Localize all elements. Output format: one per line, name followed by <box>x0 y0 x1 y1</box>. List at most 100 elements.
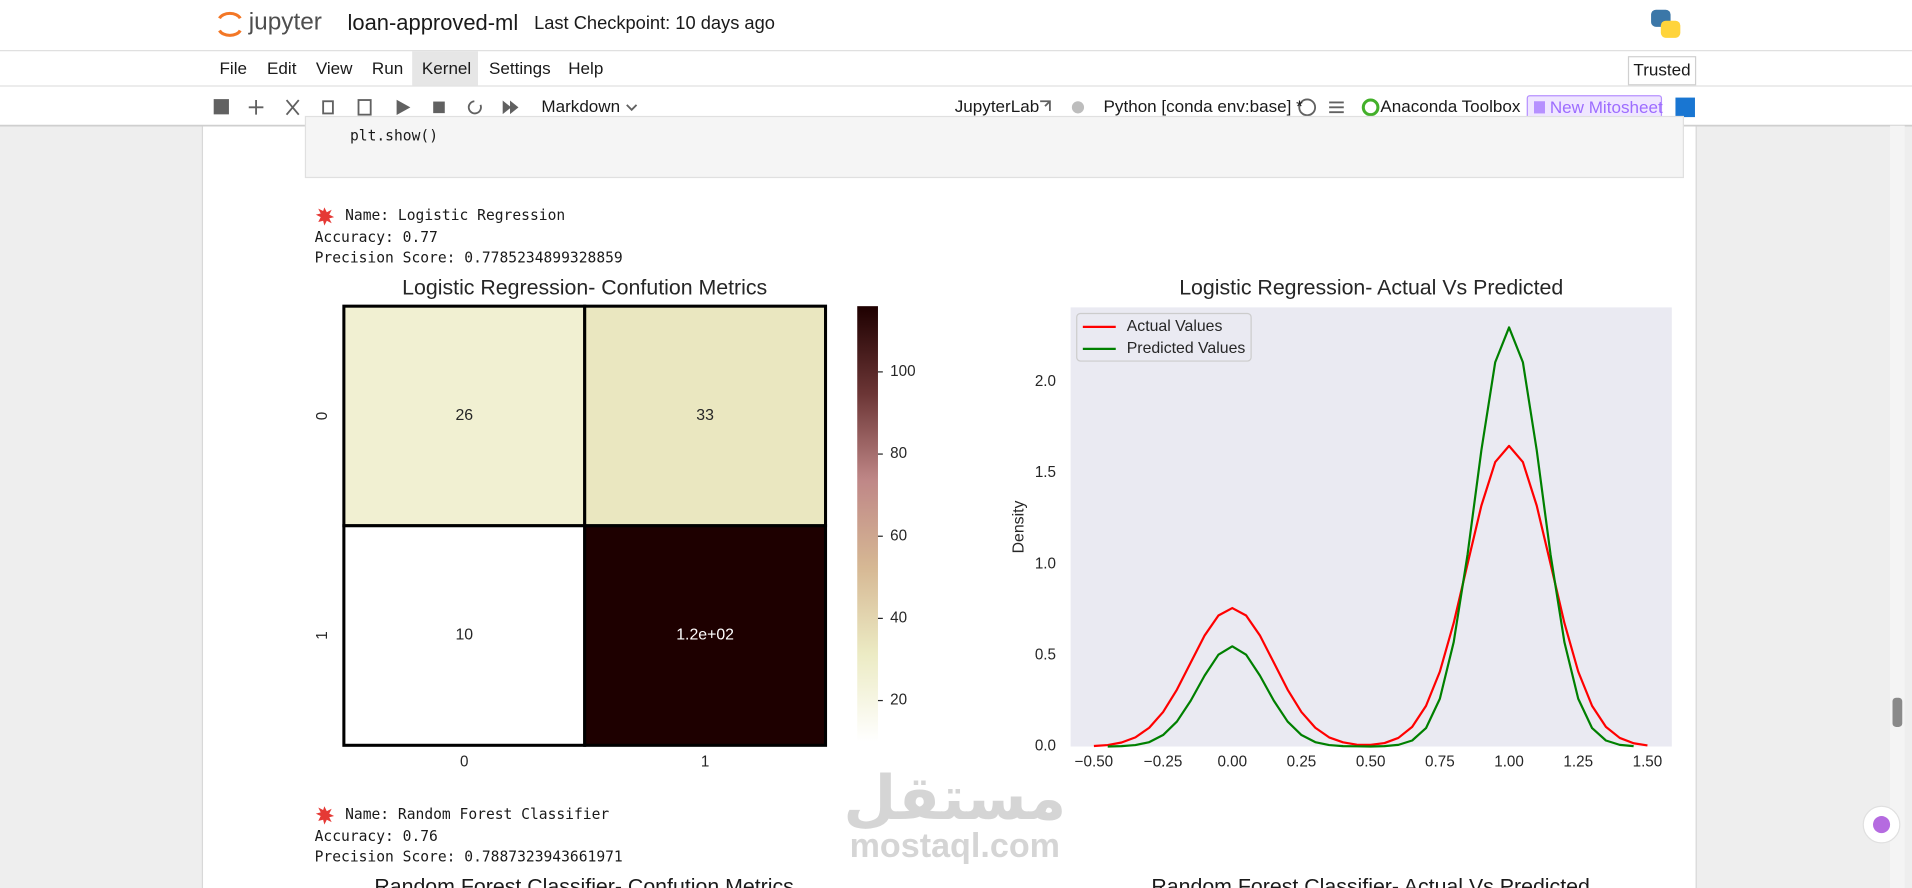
add-icon[interactable] <box>248 100 264 115</box>
output-line: Accuracy: 0.76 <box>315 828 438 845</box>
code-line: plt.show() <box>350 128 438 145</box>
menu-item[interactable]: View <box>316 59 353 78</box>
cell-label: 10 <box>455 627 473 644</box>
x-tick-label: 1.00 <box>1494 753 1524 770</box>
cell-label: 26 <box>455 407 473 424</box>
logo-part <box>1660 20 1681 38</box>
legend-label: Predicted Values <box>1127 340 1246 357</box>
charts: Logistic Regression- Confution Metrics 26… <box>314 276 1672 770</box>
y-tick-label: 1.5 <box>1035 464 1056 481</box>
run-all-icon[interactable] <box>502 100 519 115</box>
x-tick-label: 0.75 <box>1425 753 1455 770</box>
jupyter-logo[interactable]: jupyter <box>218 9 322 37</box>
assistant-icon <box>1872 816 1891 834</box>
output-line: Accuracy: 0.77 <box>315 229 438 246</box>
trusted-box[interactable] <box>1627 56 1697 86</box>
settings-icon[interactable] <box>1675 97 1695 118</box>
colorbar-tick-label: 80 <box>890 445 907 462</box>
save-icon[interactable] <box>213 99 229 115</box>
kernel-name[interactable]: Python [conda env:base] * <box>1104 97 1304 116</box>
heatmap-cell <box>583 524 828 747</box>
checkpoint: Last Checkpoint: 10 days ago <box>534 12 775 33</box>
colorbar-tick-label: 100 <box>890 363 915 380</box>
menu-highlight <box>412 51 479 86</box>
heatmap-cell <box>342 524 587 747</box>
output-line: Name: Logistic Regression <box>345 207 565 224</box>
menu-item[interactable]: Run <box>372 59 403 78</box>
trusted: Trusted <box>1633 60 1690 79</box>
cut-icon[interactable] <box>285 99 300 116</box>
y-tick-label: 1 <box>314 631 331 639</box>
anaconda-toolbox[interactable]: Anaconda Toolbox <box>1380 97 1521 116</box>
output-line: Name: Random Forest Classifier <box>345 806 609 823</box>
x-tick-label: −0.25 <box>1144 753 1183 770</box>
clipped-title: Random Forest Classifier- Confution Metr… <box>374 875 794 888</box>
emoji-icon <box>315 806 335 825</box>
output-line: Precision Score: 0.7785234899328859 <box>315 250 623 267</box>
kernel-status <box>1298 98 1317 117</box>
mitosheet-label: New Mitosheet <box>1550 98 1663 117</box>
colorbar-tick-label: 60 <box>890 527 907 544</box>
menu-item[interactable]: Help <box>568 59 603 78</box>
x-tick-label: −0.50 <box>1075 753 1114 770</box>
chart-title: Logistic Regression- Actual Vs Predicted <box>1179 276 1563 300</box>
run-icon[interactable] <box>396 99 411 115</box>
x-tick-label: 0.00 <box>1217 753 1247 770</box>
menu-item[interactable]: Edit <box>267 59 297 78</box>
series-line <box>1107 326 1634 748</box>
watermark: مستقل <box>843 763 1066 834</box>
scrollbar-thumb[interactable] <box>1892 697 1903 728</box>
toolbar-icons <box>213 98 1380 117</box>
mitosheet-icon <box>1534 101 1545 114</box>
chart-title: Logistic Regression- Confution Metrics <box>402 276 767 300</box>
cell-label: 33 <box>696 407 714 424</box>
anaconda-icon <box>1361 98 1380 117</box>
y-tick-label: 0 <box>314 412 331 420</box>
menu-item[interactable]: File <box>219 59 246 78</box>
y-tick-label: 0.0 <box>1035 738 1056 755</box>
x-tick-label: 0.50 <box>1356 753 1386 770</box>
cell-label: 1.2e+02 <box>676 627 734 644</box>
x-tick-label: 0.25 <box>1287 753 1317 770</box>
notebook-name[interactable]: loan-approved-ml <box>348 10 519 35</box>
cell-type[interactable]: Markdown <box>541 97 620 116</box>
menu-icon[interactable] <box>1329 101 1344 114</box>
logo-arc <box>218 29 242 37</box>
external-icon <box>1040 100 1051 112</box>
output-line: Precision Score: 0.7887323943661971 <box>315 849 623 866</box>
logo-arc <box>218 11 242 20</box>
x-tick-label: 1 <box>701 753 709 770</box>
menu-item[interactable]: Kernel <box>422 59 471 78</box>
scrollbar-track <box>1890 125 1905 888</box>
y-tick-label: 0.5 <box>1035 646 1056 663</box>
y-tick-label: 1.0 <box>1035 555 1056 572</box>
code-cell[interactable] <box>304 115 1684 179</box>
clipped-title: Random Forest Classifier- Actual Vs Pred… <box>1151 875 1590 888</box>
stop-icon[interactable] <box>433 101 445 114</box>
jupyterlab-link[interactable]: JupyterLab <box>955 97 1039 116</box>
y-tick-label: 2.0 <box>1035 373 1056 390</box>
colorbar <box>857 306 878 742</box>
watermark: mostaql.com <box>850 827 1060 865</box>
legend-box <box>1076 312 1252 362</box>
heatmap-cell <box>342 304 587 528</box>
logo-text: jupyter <box>248 9 322 36</box>
restart-icon[interactable] <box>467 100 482 115</box>
chevron <box>626 104 638 112</box>
python-logo <box>1651 9 1681 38</box>
colorbar-tick-label: 40 <box>890 609 907 626</box>
bug-icon[interactable] <box>1071 101 1085 114</box>
x-tick-label: 1.50 <box>1633 753 1663 770</box>
colorbar-tick-label: 20 <box>890 692 907 709</box>
paste-icon[interactable] <box>357 99 372 116</box>
x-tick-label: 1.25 <box>1563 753 1593 770</box>
menu-item[interactable]: Settings <box>489 59 551 78</box>
x-tick-label: 0 <box>460 753 468 770</box>
heatmap-cell <box>583 304 828 528</box>
y-axis-label: Density <box>1011 500 1028 553</box>
emoji-icon <box>315 207 335 226</box>
legend-label: Actual Values <box>1127 318 1223 335</box>
copy-icon[interactable] <box>322 100 334 115</box>
